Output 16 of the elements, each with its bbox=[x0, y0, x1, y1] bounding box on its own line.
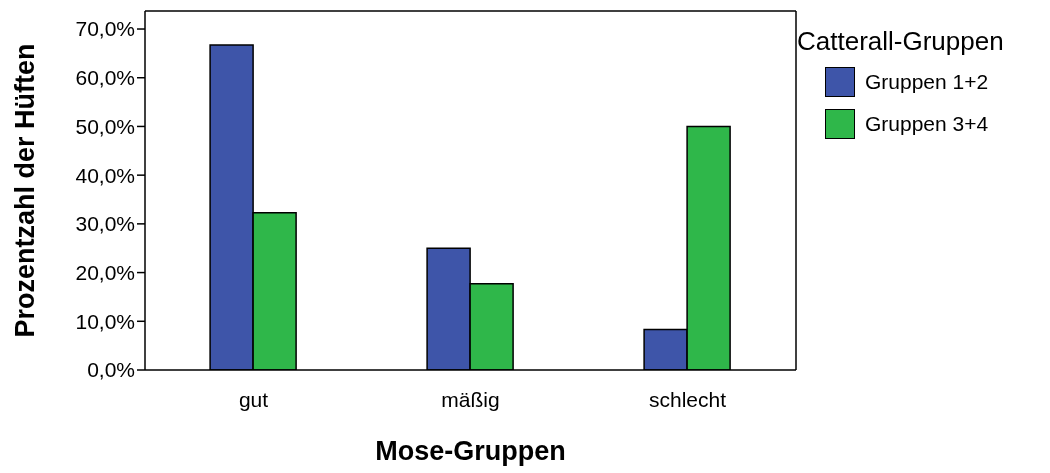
x-tick-label: mäßig bbox=[441, 387, 500, 411]
x-axis-title: Mose-Gruppen bbox=[375, 436, 566, 466]
y-tick-label: 0,0% bbox=[87, 358, 135, 382]
y-tick-label: 50,0% bbox=[75, 114, 135, 138]
legend-label: Gruppen 1+2 bbox=[865, 70, 989, 94]
legend-label: Gruppen 3+4 bbox=[865, 112, 989, 136]
y-tick-label: 60,0% bbox=[75, 66, 135, 90]
y-axis-title: Prozentzahl der Hüften bbox=[9, 43, 40, 338]
y-tick-label: 20,0% bbox=[75, 261, 135, 285]
y-tick-label: 10,0% bbox=[75, 309, 135, 333]
y-tick-label: 30,0% bbox=[75, 212, 135, 236]
y-tick-label: 70,0% bbox=[75, 17, 135, 41]
x-tick-label: gut bbox=[238, 387, 269, 411]
x-tick-label: schlecht bbox=[648, 387, 727, 411]
y-tick-label: 40,0% bbox=[75, 163, 135, 187]
legend-title: Catterall-Gruppen bbox=[797, 26, 1005, 57]
